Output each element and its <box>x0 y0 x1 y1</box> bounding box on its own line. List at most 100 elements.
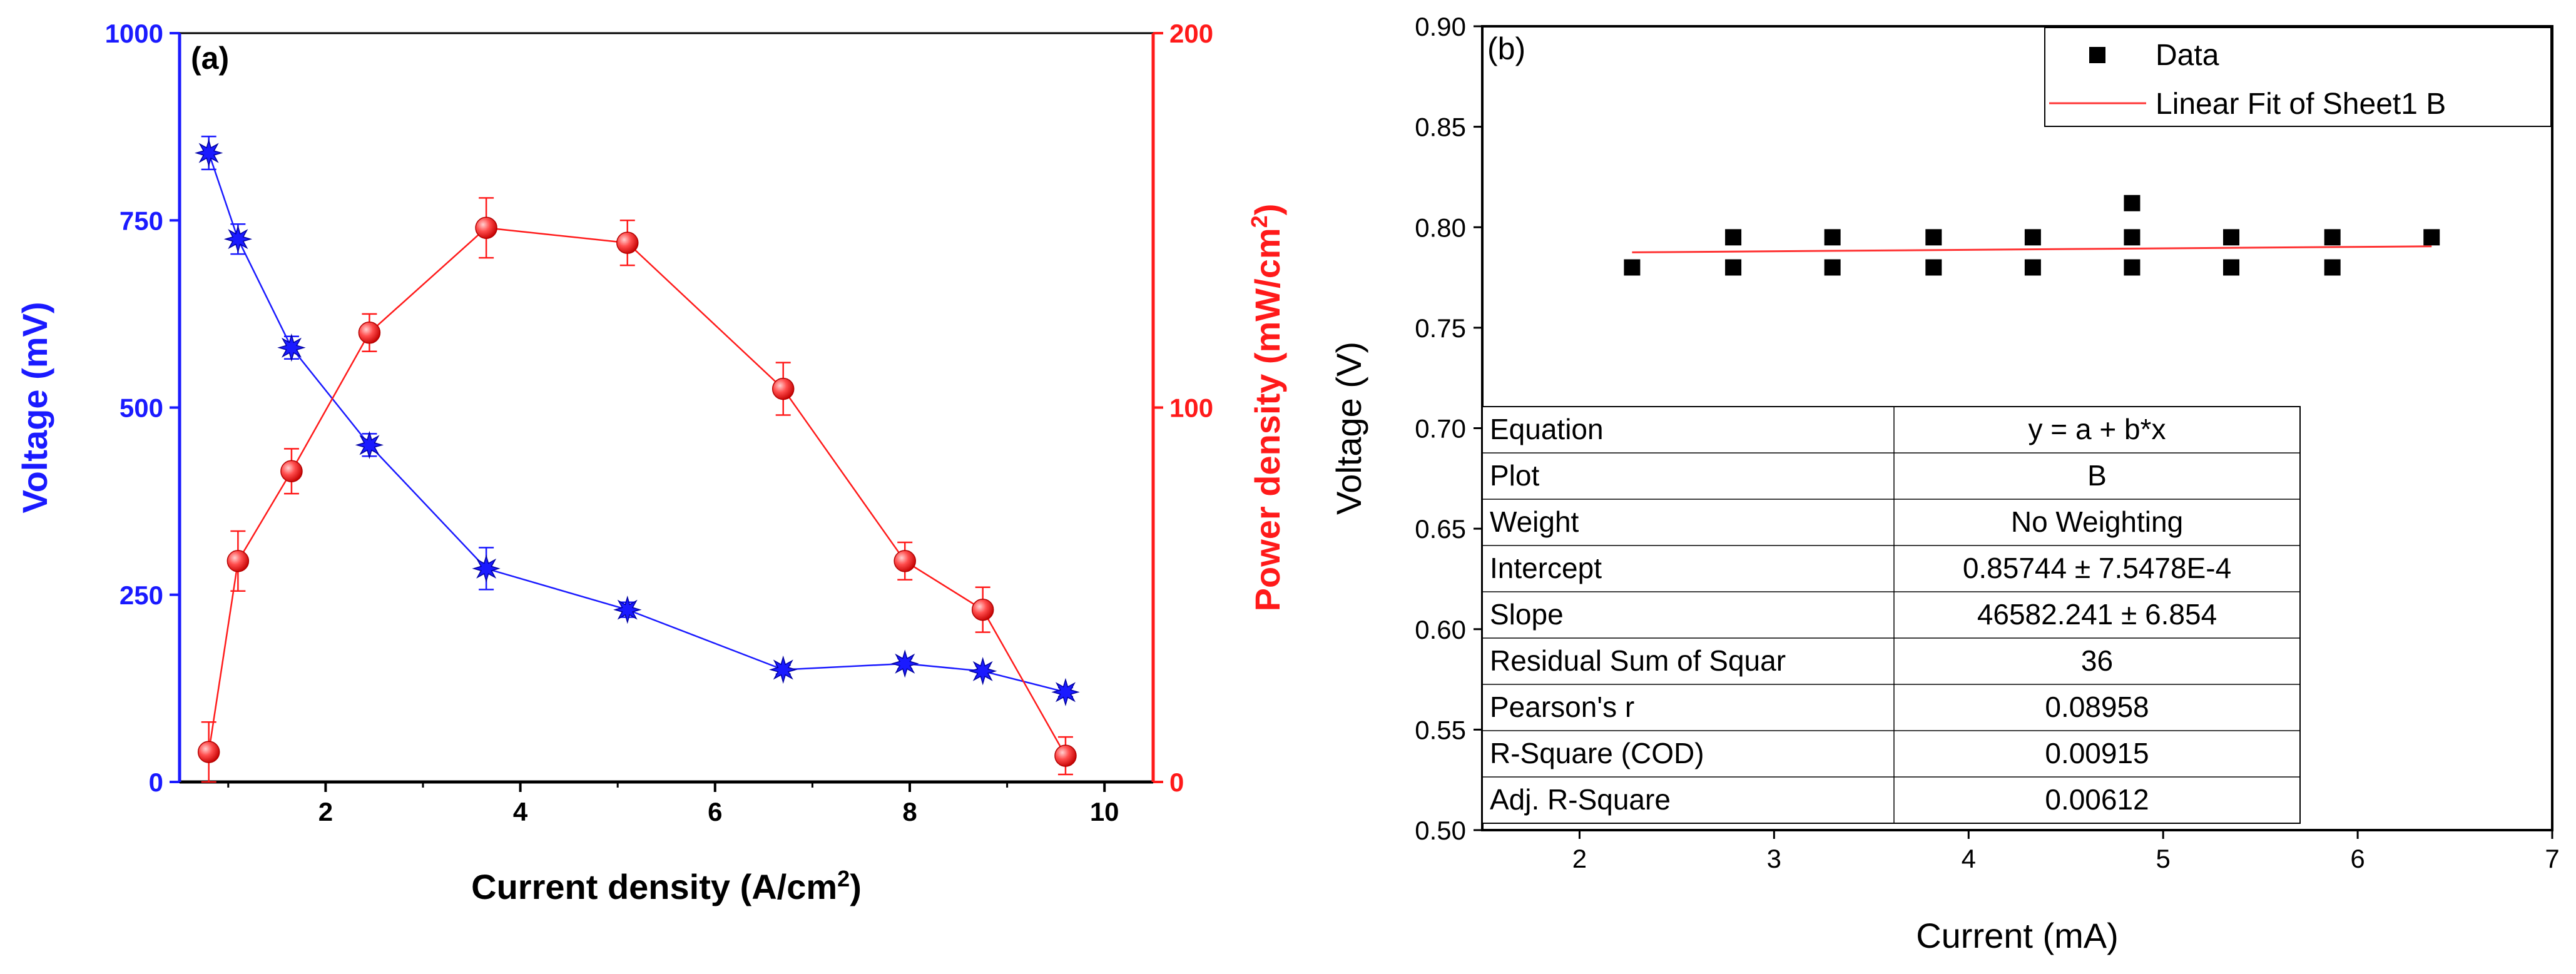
data-point <box>2223 229 2239 245</box>
y-right-axis-title: Power density (mW/cm2) <box>1246 204 1288 612</box>
y-tick-label: 0.80 <box>1415 213 1466 242</box>
panel-b-label: (b) <box>1487 31 1525 66</box>
y-tick-label: 0.85 <box>1415 113 1466 142</box>
data-point-voltage <box>771 657 796 682</box>
fit-table-key: Plot <box>1490 459 1539 492</box>
fit-table-key: Slope <box>1490 598 1564 631</box>
x-tick-label: 4 <box>513 797 528 826</box>
y-left-tick-label: 500 <box>120 393 163 423</box>
data-point <box>1624 260 1640 276</box>
data-point-voltage <box>474 556 499 581</box>
fit-table-key: Weight <box>1490 505 1579 538</box>
data-point-voltage <box>1053 679 1078 704</box>
x-axis-title: Current density (A/cm2) <box>471 866 862 907</box>
y-left-axis-title: Voltage (mV) <box>15 302 54 513</box>
fit-table-value: 0.00915 <box>2045 737 2149 769</box>
y-tick-label: 0.60 <box>1415 615 1466 644</box>
data-point-voltage <box>970 659 995 684</box>
fit-table-key: Adj. R-Square <box>1490 783 1671 816</box>
y-left-tick-label: 0 <box>149 768 163 797</box>
data-point-power-density <box>359 322 380 343</box>
data-point-power-density <box>1055 745 1076 766</box>
y-left-tick-label: 1000 <box>105 19 163 48</box>
series-line-power-density <box>209 228 1066 756</box>
fit-table: Equation y = a + b*x Plot B Weight No Weighti… <box>1482 407 2300 823</box>
data-point <box>2324 229 2341 245</box>
data-point <box>2124 260 2140 276</box>
legend-label-fit: Linear Fit of Sheet1 B <box>2156 88 2446 121</box>
x-tick-label: 5 <box>2156 844 2171 873</box>
legend: Data Linear Fit of Sheet1 B <box>2045 28 2551 126</box>
data-point <box>1725 260 1741 276</box>
data-point-power-density <box>281 460 302 482</box>
y-tick-label: 0.55 <box>1415 715 1466 744</box>
fit-table-value: B <box>2087 459 2107 492</box>
fit-table-value: 36 <box>2081 644 2113 677</box>
fit-table-value: 0.08958 <box>2045 691 2149 723</box>
series-line-voltage <box>209 153 1066 692</box>
y-tick-label: 0.90 <box>1415 12 1466 41</box>
x-tick-label: 6 <box>708 797 722 826</box>
data-point <box>2025 260 2041 276</box>
fit-table-key: Pearson's r <box>1490 691 1634 723</box>
y-right-tick-label: 100 <box>1169 393 1213 423</box>
y-tick-label: 0.75 <box>1415 313 1466 343</box>
data-point <box>1925 260 1942 276</box>
x-tick-label: 8 <box>902 797 917 826</box>
panel-a-label: (a) <box>191 41 229 76</box>
figure: 2 4 6 8 10025050075010000100200Current densi… <box>0 0 2576 974</box>
data-point <box>2423 229 2440 245</box>
data-point <box>1825 229 1841 245</box>
fit-table-key: Intercept <box>1490 552 1602 584</box>
fit-table-key: R-Square (COD) <box>1490 737 1704 769</box>
y-tick-label: 0.70 <box>1415 414 1466 444</box>
y-right-tick-label: 200 <box>1169 19 1213 48</box>
data-point-power-density <box>894 550 915 572</box>
data-point <box>1725 229 1741 245</box>
fit-table-value: y = a + b*x <box>2029 413 2166 445</box>
linear-fit-line <box>1632 246 2431 253</box>
data-point-power-density <box>972 599 994 621</box>
y-right-tick-label: 0 <box>1169 768 1184 797</box>
y-tick-label: 0.65 <box>1415 514 1466 544</box>
data-point <box>2124 195 2140 211</box>
y-left-tick-label: 250 <box>120 581 163 610</box>
data-point-voltage <box>225 226 250 251</box>
y-tick-label: 0.50 <box>1415 816 1466 845</box>
x-tick-label: 2 <box>1572 844 1587 873</box>
x-tick-label: 2 <box>318 797 333 826</box>
fit-table-key: Residual Sum of Squar <box>1490 644 1786 677</box>
data-point-voltage <box>892 651 917 676</box>
x-tick-label: 7 <box>2545 844 2559 873</box>
data-point <box>2324 260 2341 276</box>
data-point-voltage <box>615 597 640 622</box>
data-point-power-density <box>227 550 248 572</box>
legend-marker-data <box>2089 47 2105 63</box>
x-tick-label: 4 <box>1962 844 1976 873</box>
legend-label-data: Data <box>2156 39 2219 72</box>
data-point-power-density <box>773 378 794 400</box>
data-point-power-density <box>476 217 497 238</box>
data-point <box>2223 260 2239 276</box>
data-point <box>1925 229 1942 245</box>
x-tick-label: 6 <box>2350 844 2365 873</box>
data-point-power-density <box>198 741 220 763</box>
fit-table-value: 0.00612 <box>2045 783 2149 816</box>
x-tick-label: 3 <box>1767 844 1781 873</box>
fit-table-value: 0.85744 ± 7.5478E-4 <box>1963 552 2231 584</box>
data-point <box>1825 260 1841 276</box>
data-point-voltage <box>196 141 221 166</box>
y-axis-title: Voltage (V) <box>1329 342 1368 515</box>
y-left-tick-label: 750 <box>120 206 163 235</box>
data-point <box>2025 229 2041 245</box>
data-point-voltage <box>357 432 382 457</box>
data-point-power-density <box>617 232 638 253</box>
fit-table-key: Equation <box>1490 413 1604 445</box>
x-axis-title: Current (mA) <box>1916 916 2119 955</box>
fit-table-value: 46582.241 ± 6.854 <box>1977 598 2217 631</box>
data-point-voltage <box>279 335 304 360</box>
x-tick-label: 10 <box>1090 797 1119 826</box>
data-point <box>2124 229 2140 245</box>
fit-table-value: No Weighting <box>2011 505 2183 538</box>
